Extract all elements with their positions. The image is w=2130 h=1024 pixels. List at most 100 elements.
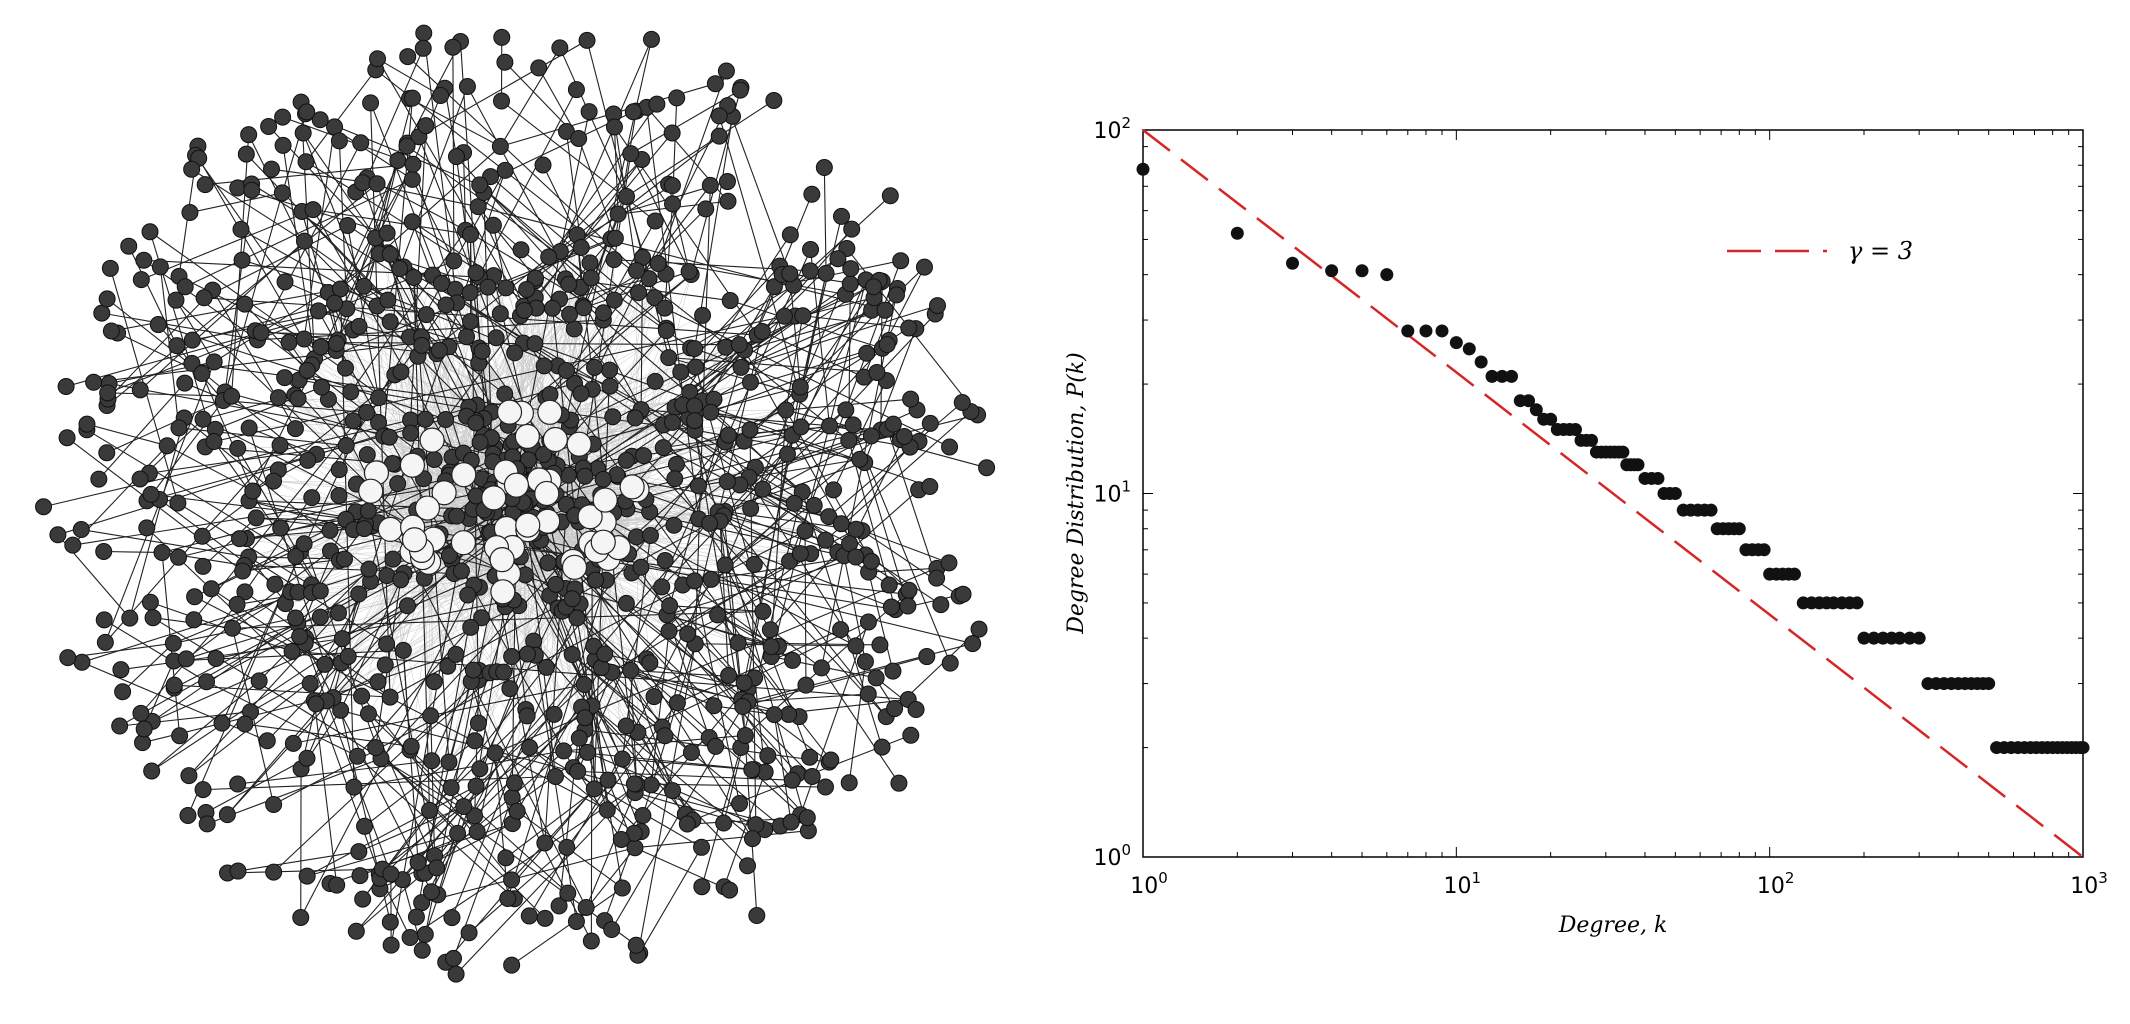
network-node: [171, 727, 189, 745]
network-node: [164, 634, 182, 652]
network-node: [144, 609, 162, 627]
network-node: [391, 260, 409, 278]
network-node: [469, 198, 487, 216]
data-point: [1449, 336, 1463, 350]
network-node: [328, 876, 346, 894]
axis-tick-labels: 100 101 102 103 100 101 102: [1093, 114, 2107, 899]
network-node: [557, 361, 575, 379]
network-node: [882, 598, 900, 616]
network-node: [660, 622, 678, 640]
hub-node: [542, 426, 568, 453]
network-node: [718, 473, 736, 491]
network-node: [686, 412, 704, 430]
network-node: [581, 254, 599, 272]
network-node: [392, 571, 410, 589]
network-node: [792, 418, 810, 436]
network-node: [702, 570, 720, 588]
network-node: [719, 426, 737, 444]
network-node: [330, 461, 348, 479]
network-node: [444, 38, 462, 56]
network-node: [598, 801, 616, 819]
network-node: [403, 170, 421, 188]
network-node: [547, 575, 565, 593]
network-node: [284, 734, 302, 752]
network-node: [213, 714, 231, 732]
network-node: [777, 401, 795, 419]
network-node: [782, 813, 800, 831]
network-node: [72, 521, 90, 539]
network-node: [518, 645, 536, 663]
network-node: [731, 794, 749, 812]
network-node: [73, 653, 91, 671]
network-node: [606, 229, 624, 247]
network-node: [231, 530, 249, 548]
network-node: [743, 830, 761, 848]
network-node: [932, 596, 950, 614]
network-node: [440, 546, 458, 564]
hub-node: [451, 462, 477, 488]
network-node: [473, 609, 491, 627]
network-node: [193, 365, 211, 383]
network-node: [141, 223, 159, 241]
network-node: [348, 747, 366, 765]
network-node: [153, 543, 171, 561]
network-nodes: [35, 24, 996, 983]
network-node: [384, 550, 402, 568]
network-node: [551, 39, 569, 57]
network-node: [380, 428, 398, 446]
network-node: [473, 342, 491, 360]
network-node: [218, 806, 236, 824]
network-node: [381, 245, 399, 263]
network-node: [442, 779, 460, 797]
network-node: [585, 780, 603, 798]
network-node: [783, 771, 801, 789]
network-node: [765, 91, 783, 109]
network-node: [663, 177, 681, 195]
network-node: [223, 619, 241, 637]
network-node: [311, 111, 329, 129]
network-node: [871, 636, 889, 654]
network-node: [207, 650, 225, 668]
network-node: [921, 414, 939, 432]
network-node: [667, 455, 685, 473]
network-node: [624, 103, 642, 121]
network-node: [354, 174, 372, 192]
x-tick-label: 100: [1130, 869, 1168, 899]
network-node: [582, 932, 600, 950]
network-node: [369, 50, 387, 68]
network-node: [899, 597, 917, 615]
network-node: [180, 767, 198, 785]
network-node: [229, 862, 247, 880]
network-node: [761, 621, 779, 639]
data-point: [1912, 631, 1926, 645]
hub-node: [358, 478, 384, 504]
network-node: [732, 358, 750, 376]
network-node: [447, 148, 465, 166]
network-node: [617, 717, 635, 735]
network-node: [527, 269, 545, 287]
network-node: [841, 275, 859, 293]
network-node: [715, 814, 733, 832]
network-node: [193, 527, 211, 545]
network-node: [640, 270, 658, 288]
network-node: [135, 720, 153, 738]
network-node: [229, 439, 247, 457]
network-node: [794, 307, 812, 325]
network-node: [85, 373, 103, 391]
network-node: [350, 317, 368, 335]
hub-node: [496, 399, 523, 425]
network-node: [642, 30, 660, 48]
network-node: [641, 654, 659, 672]
network-node: [609, 205, 627, 223]
network-node: [223, 387, 241, 405]
network-node: [98, 444, 116, 462]
network-node: [405, 268, 423, 286]
network-node: [817, 264, 835, 282]
network-node: [266, 575, 284, 593]
network-node: [887, 286, 905, 304]
network-node: [501, 680, 519, 698]
network-node: [265, 863, 283, 881]
network-node: [605, 291, 623, 309]
network-node: [313, 378, 331, 396]
network-node: [880, 576, 898, 594]
